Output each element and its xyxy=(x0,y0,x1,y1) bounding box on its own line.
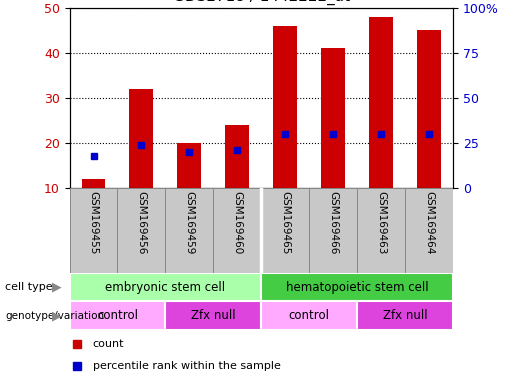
Text: embryonic stem cell: embryonic stem cell xyxy=(106,281,226,293)
Text: GSM169456: GSM169456 xyxy=(136,191,146,254)
Text: genotype/variation: genotype/variation xyxy=(5,311,104,321)
Bar xyxy=(417,30,441,188)
Bar xyxy=(117,188,165,273)
Text: GSM169455: GSM169455 xyxy=(89,191,98,254)
Bar xyxy=(357,301,453,330)
Text: ▶: ▶ xyxy=(52,281,61,293)
Text: control: control xyxy=(289,310,330,322)
Text: GSM169464: GSM169464 xyxy=(424,191,434,254)
Text: count: count xyxy=(93,339,124,349)
Bar xyxy=(81,179,106,188)
Text: GSM169460: GSM169460 xyxy=(232,191,243,254)
Text: percentile rank within the sample: percentile rank within the sample xyxy=(93,361,281,371)
Bar xyxy=(70,188,117,273)
Bar xyxy=(261,273,453,301)
Text: GSM169459: GSM169459 xyxy=(184,191,195,254)
Text: GSM169463: GSM169463 xyxy=(376,191,386,254)
Bar xyxy=(129,89,153,188)
Text: Zfx null: Zfx null xyxy=(191,310,236,322)
Bar xyxy=(321,48,345,188)
Text: Zfx null: Zfx null xyxy=(383,310,427,322)
Bar xyxy=(261,188,310,273)
Text: ▶: ▶ xyxy=(52,310,61,322)
Bar xyxy=(273,26,297,188)
Bar xyxy=(178,143,201,188)
Bar xyxy=(310,188,357,273)
Bar xyxy=(70,273,261,301)
Bar xyxy=(226,125,249,188)
Bar xyxy=(357,188,405,273)
Bar xyxy=(369,17,393,188)
Text: GSM169466: GSM169466 xyxy=(328,191,338,254)
Title: GDS2718 / 1442222_at: GDS2718 / 1442222_at xyxy=(173,0,350,5)
Bar xyxy=(165,301,261,330)
Text: cell type: cell type xyxy=(5,282,53,292)
Bar xyxy=(213,188,261,273)
Text: GSM169465: GSM169465 xyxy=(280,191,290,254)
Bar xyxy=(261,301,357,330)
Bar xyxy=(405,188,453,273)
Bar xyxy=(165,188,213,273)
Text: hematopoietic stem cell: hematopoietic stem cell xyxy=(286,281,428,293)
Text: control: control xyxy=(97,310,138,322)
Bar xyxy=(70,301,165,330)
